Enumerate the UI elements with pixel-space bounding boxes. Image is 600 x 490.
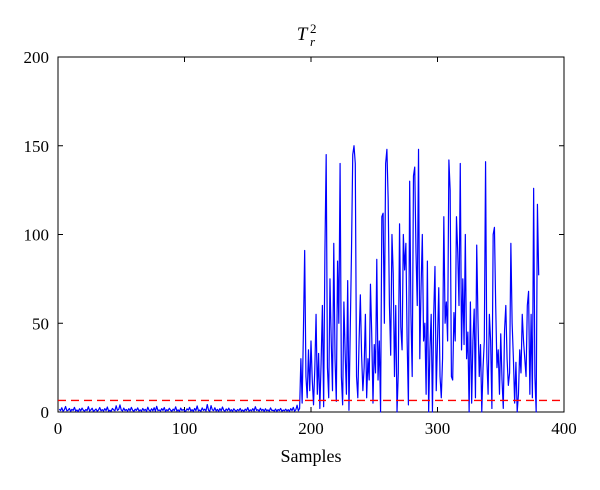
x-tick-label: 200: [298, 419, 324, 438]
x-tick-label: 400: [551, 419, 577, 438]
chart-title-superscript: 2: [310, 21, 317, 36]
plot-layer: [58, 145, 564, 413]
series-line: [58, 145, 540, 413]
x-axis-label: Samples: [281, 446, 342, 466]
x-axis-ticks: 0 100 200 300 400: [54, 57, 577, 438]
y-tick-label: 150: [24, 137, 50, 156]
chart-title-base: T: [297, 24, 309, 45]
y-tick-label: 50: [32, 314, 49, 333]
y-tick-label: 100: [24, 226, 50, 245]
chart-title: T 2 r: [297, 21, 317, 49]
x-tick-label: 0: [54, 419, 63, 438]
y-tick-label: 200: [24, 48, 50, 67]
x-tick-label: 300: [425, 419, 451, 438]
chart-title-subscript: r: [310, 34, 316, 49]
y-axis-ticks: 0 50 100 150 200: [24, 48, 564, 422]
y-tick-label: 0: [41, 403, 50, 422]
x-tick-label: 100: [172, 419, 198, 438]
